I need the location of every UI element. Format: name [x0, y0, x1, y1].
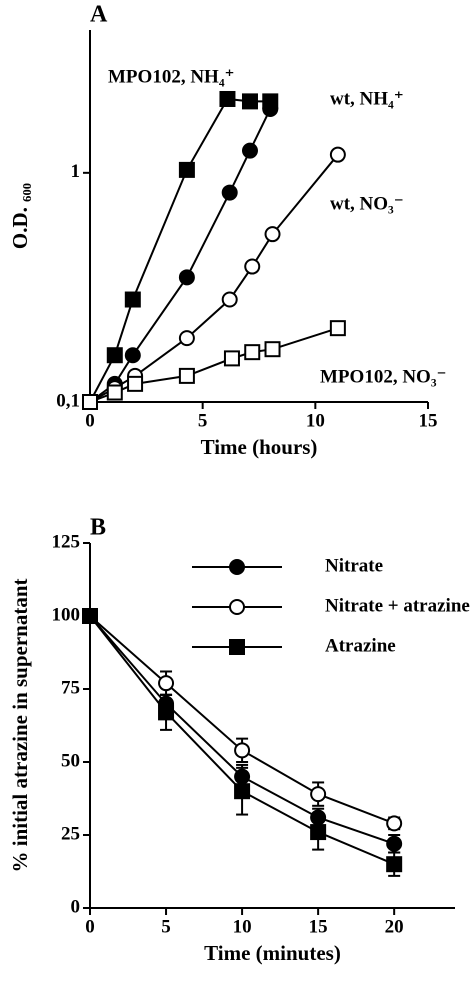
y-tick-label: 1	[71, 161, 81, 182]
data-point	[329, 320, 346, 337]
legend-label: Nitrate + atrazine	[325, 595, 470, 616]
data-point	[127, 375, 144, 392]
panel-label: B	[90, 515, 106, 541]
x-tick-label: 10	[233, 916, 252, 937]
y-tick-label: 25	[61, 823, 80, 844]
y-tick-label: 0,1	[56, 390, 80, 411]
x-axis-label: Time (minutes)	[204, 941, 341, 965]
data-point	[223, 350, 240, 367]
legend-label: Atrazine	[325, 635, 396, 656]
x-tick-label: 20	[385, 916, 404, 937]
data-point	[219, 90, 236, 107]
data-point	[310, 824, 327, 841]
data-point	[158, 675, 175, 692]
x-tick-label: 15	[419, 410, 438, 431]
x-tick-label: 0	[85, 410, 95, 431]
x-axis-label: Time (hours)	[201, 435, 318, 459]
data-point	[241, 93, 258, 110]
data-point	[124, 347, 141, 364]
data-point	[264, 226, 281, 243]
data-point	[234, 783, 251, 800]
data-point	[106, 347, 123, 364]
x-tick-label: 15	[309, 916, 328, 937]
x-tick-label: 0	[85, 916, 95, 937]
data-point	[262, 100, 279, 117]
y-tick-label: 100	[52, 604, 81, 625]
series-label: MPO102, NH₄⁺	[108, 66, 235, 87]
data-point	[178, 161, 195, 178]
x-tick-label: 5	[161, 916, 171, 937]
data-point	[329, 146, 346, 163]
data-point	[310, 786, 327, 803]
legend-label: Nitrate	[325, 555, 383, 576]
legend-marker	[229, 559, 245, 575]
series-label: MPO102, NO₃⁻	[320, 366, 447, 387]
data-point	[158, 704, 175, 721]
data-point	[124, 291, 141, 308]
y-axis-label: O.D. ₆₀₀	[8, 183, 32, 249]
data-point	[221, 184, 238, 201]
data-point	[386, 856, 403, 873]
data-point	[241, 142, 258, 159]
x-tick-label: 5	[198, 410, 208, 431]
series-label: wt, NH₄⁺	[330, 88, 404, 109]
data-point	[82, 394, 98, 410]
data-point	[244, 258, 261, 275]
data-point	[178, 269, 195, 286]
data-point	[221, 291, 238, 308]
data-point	[386, 835, 403, 852]
data-point	[178, 330, 195, 347]
y-tick-label: 125	[52, 531, 81, 552]
data-point	[178, 367, 195, 384]
panel-label: A	[90, 2, 108, 28]
y-tick-label: 0	[71, 896, 81, 917]
data-point	[264, 341, 281, 358]
x-tick-label: 10	[306, 410, 325, 431]
legend-marker	[229, 599, 245, 615]
data-point	[82, 608, 98, 624]
y-tick-label: 75	[61, 677, 80, 698]
data-point	[234, 742, 251, 759]
y-tick-label: 50	[61, 750, 80, 771]
series-label: wt, NO₃⁻	[330, 193, 404, 214]
legend-marker	[229, 639, 245, 655]
data-point	[386, 815, 403, 832]
data-point	[106, 384, 123, 401]
data-point	[244, 344, 261, 361]
y-axis-label: % initial atrazine in supernatant	[8, 578, 32, 872]
